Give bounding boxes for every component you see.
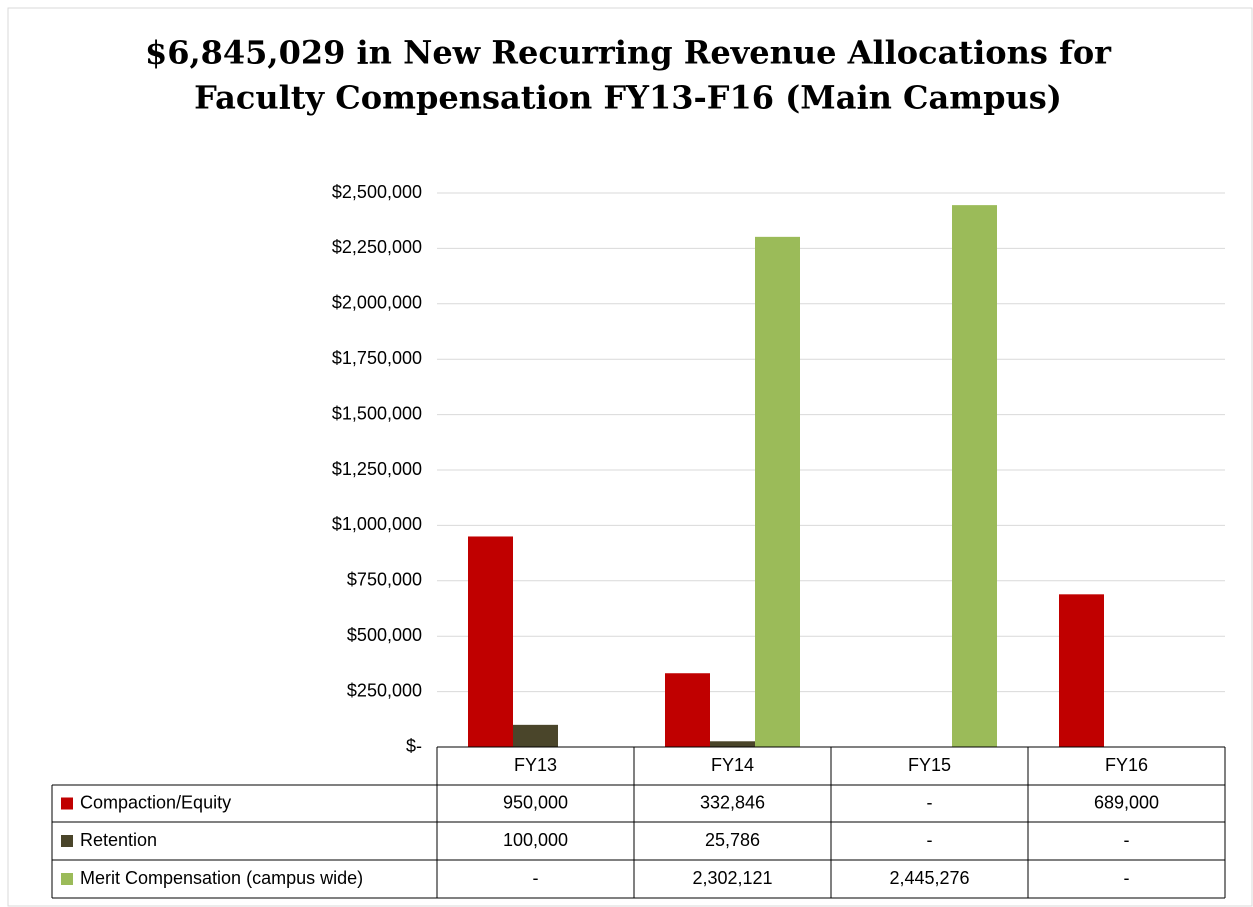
data-label: 25,786 [705, 830, 760, 850]
y-tick-label: $500,000 [347, 625, 422, 645]
chart-title: Faculty Compensation FY13-F16 (Main Camp… [194, 79, 1062, 117]
y-tick-label: $750,000 [347, 570, 422, 590]
chart-title: $6,845,029 in New Recurring Revenue Allo… [145, 34, 1112, 72]
x-tick-label: FY13 [514, 755, 557, 775]
bar [468, 536, 513, 747]
data-label: 2,302,121 [692, 868, 772, 888]
bar [665, 673, 710, 747]
data-label: - [927, 830, 933, 850]
bar [755, 236, 800, 748]
x-tick-label: FY15 [908, 755, 951, 775]
legend-swatch [61, 835, 73, 847]
x-tick-label: FY14 [711, 755, 754, 775]
y-tick-label: $2,500,000 [332, 182, 422, 202]
y-tick-label: $1,000,000 [332, 514, 422, 534]
chart-border [7, 7, 1253, 907]
data-label: 332,846 [700, 792, 765, 812]
y-tick-label: $- [406, 736, 422, 756]
data-label: - [927, 792, 933, 812]
data-label: - [1124, 830, 1130, 850]
data-label: 950,000 [503, 792, 568, 812]
y-tick-label: $250,000 [347, 680, 422, 700]
x-tick-label: FY16 [1105, 755, 1148, 775]
data-label: 689,000 [1094, 792, 1159, 812]
legend-label: Merit Compensation (campus wide) [80, 868, 363, 888]
y-tick-label: $1,750,000 [332, 348, 422, 368]
bar [710, 741, 755, 747]
y-tick-label: $1,250,000 [332, 459, 422, 479]
y-tick-label: $2,250,000 [332, 237, 422, 257]
bar [513, 724, 558, 747]
legend-swatch [61, 873, 73, 885]
data-label: 100,000 [503, 830, 568, 850]
legend-swatch [61, 797, 73, 810]
legend-label: Retention [80, 830, 157, 850]
legend-label: Compaction/Equity [80, 792, 231, 812]
data-label: - [533, 868, 539, 888]
y-tick-label: $2,000,000 [332, 293, 422, 313]
data-label: 2,445,276 [889, 868, 969, 888]
bar [952, 205, 997, 747]
bar [1059, 594, 1104, 747]
data-label: - [1124, 868, 1130, 888]
y-tick-label: $1,500,000 [332, 403, 422, 423]
